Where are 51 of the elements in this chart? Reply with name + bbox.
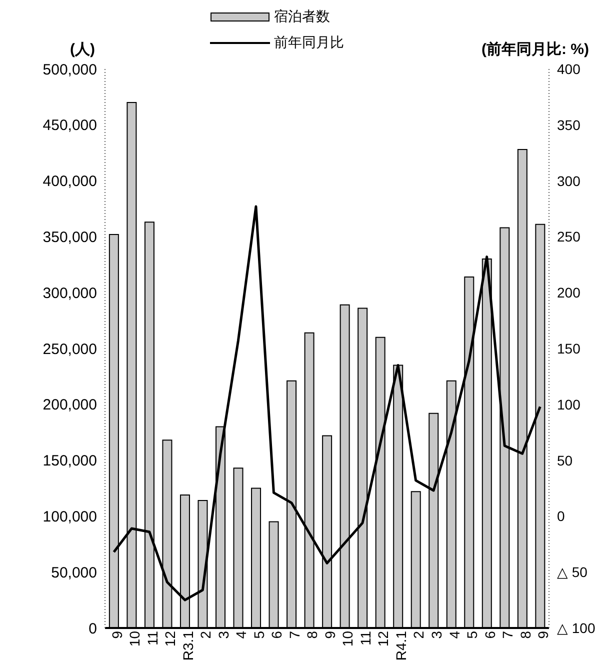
y2-tick-label: 150 <box>557 340 581 356</box>
legend-label: 前年同月比 <box>274 34 344 52</box>
y2-tick-label: △ 100 <box>557 620 596 636</box>
y-tick-label: 250,000 <box>42 340 97 358</box>
x-tick-label: 12 <box>162 630 178 647</box>
y-tick-label: 200,000 <box>42 396 97 414</box>
y2-tick-label: 100 <box>557 396 581 412</box>
y2-tick-label: △ 50 <box>557 564 588 580</box>
y-tick-label: 400,000 <box>42 173 97 190</box>
x-tick-label: 3 <box>215 630 232 639</box>
y2-tick-label: 50 <box>557 452 573 468</box>
x-tick-label: 9 <box>322 630 338 639</box>
x-tick-label: 7 <box>500 630 516 639</box>
y2-tick-label: 200 <box>557 284 581 301</box>
x-tick-label: 10 <box>340 630 356 647</box>
x-tick-label: 4 <box>233 630 250 639</box>
x-tick-label: 5 <box>250 630 267 639</box>
y-tick-label: 500,000 <box>42 61 97 78</box>
y2-tick-label: 400 <box>557 60 581 77</box>
x-tick-label: 8 <box>517 630 534 639</box>
y-tick-label: 350,000 <box>42 229 97 246</box>
x-tick-label: R3.1 <box>180 630 196 661</box>
x-tick-label: 2 <box>410 630 427 639</box>
x-tick-label: 2 <box>198 630 214 639</box>
x-tick-label: 3 <box>428 630 444 639</box>
x-tick-label: 7 <box>286 630 302 639</box>
y2-axis-title: (前年同月比: %) <box>482 40 589 59</box>
y2-tick-label: 0 <box>557 508 565 524</box>
legend-label: 宿泊者数 <box>274 8 330 26</box>
y-tick-label: 50,000 <box>51 564 97 582</box>
x-tick-label: 11 <box>357 630 374 646</box>
y-tick-label: 0 <box>88 620 97 638</box>
x-tick-label: 9 <box>535 630 552 639</box>
y2-tick-label: 250 <box>557 228 581 245</box>
y-tick-label: 450,000 <box>42 117 97 134</box>
x-tick-label: 8 <box>304 630 320 639</box>
y-tick-label: 300,000 <box>42 284 97 302</box>
y2-tick-label: 350 <box>557 116 581 133</box>
x-tick-label: 12 <box>375 630 392 647</box>
y2-tick-label: 300 <box>557 172 581 189</box>
y-axis-title: (人) <box>70 40 95 59</box>
x-tick-label: 6 <box>482 630 498 639</box>
y-tick-label: 150,000 <box>42 452 97 470</box>
x-tick-label: 10 <box>126 630 143 647</box>
x-tick-label: 5 <box>464 630 480 639</box>
y-tick-label: 100,000 <box>42 508 97 526</box>
x-tick-label: R4.1 <box>392 630 409 661</box>
x-tick-label: 9 <box>108 630 125 639</box>
x-tick-label: 11 <box>144 630 160 646</box>
x-tick-label: 6 <box>268 630 285 639</box>
x-tick-label: 4 <box>446 630 462 639</box>
